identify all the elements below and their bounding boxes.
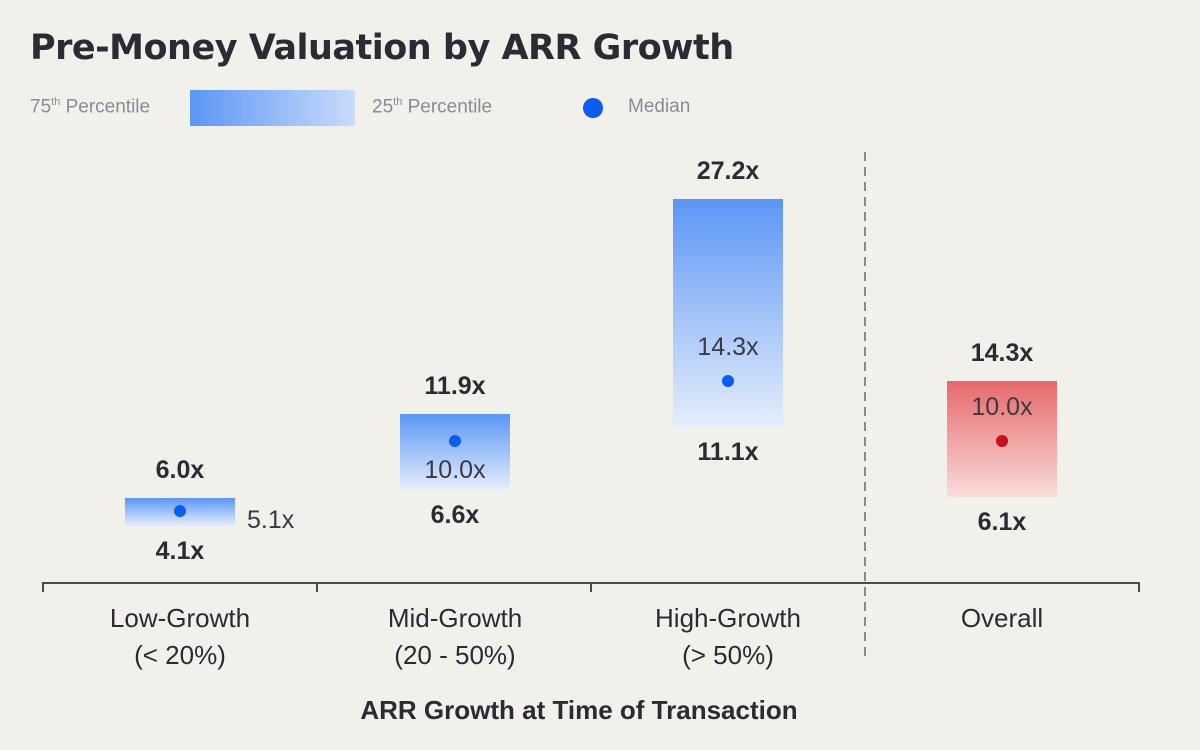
legend-median-dot bbox=[583, 98, 603, 118]
p75-label-2: 27.2x bbox=[697, 157, 760, 185]
p75-label-3: 14.3x bbox=[971, 339, 1034, 367]
category-label-0-0: Low-Growth bbox=[110, 603, 250, 633]
p75-label-0: 6.0x bbox=[156, 456, 205, 484]
legend-median-label: Median bbox=[628, 96, 691, 117]
range-bar-2 bbox=[673, 199, 783, 427]
category-label-0-1: (< 20%) bbox=[134, 640, 226, 670]
range-bar-1 bbox=[400, 414, 510, 490]
median-label-3: 10.0x bbox=[971, 393, 1033, 421]
category-label-3-0: Overall bbox=[961, 603, 1043, 633]
median-dot-1 bbox=[449, 435, 461, 447]
median-label-1: 10.0x bbox=[424, 456, 486, 484]
x-axis-title: ARR Growth at Time of Transaction bbox=[360, 695, 797, 725]
category-label-1-0: Mid-Growth bbox=[388, 603, 522, 633]
median-label-0: 5.1x bbox=[247, 506, 295, 534]
category-label-2-0: High-Growth bbox=[655, 603, 801, 633]
p75-label-1: 11.9x bbox=[424, 372, 485, 400]
p25-label-3: 6.1x bbox=[978, 508, 1027, 536]
median-label-2: 14.3x bbox=[697, 333, 759, 361]
legend-p25-label: 25th Percentile bbox=[372, 96, 493, 118]
category-label-2-1: (> 50%) bbox=[682, 640, 774, 670]
p25-label-0: 4.1x bbox=[156, 537, 205, 565]
chart-title: Pre-Money Valuation by ARR Growth bbox=[30, 28, 734, 68]
median-dot-3 bbox=[996, 435, 1008, 447]
legend-gradient-swatch bbox=[190, 90, 355, 126]
p25-label-1: 6.6x bbox=[431, 501, 480, 529]
legend-p75-label: 75th Percentile bbox=[30, 96, 151, 118]
median-dot-2 bbox=[722, 375, 734, 387]
p25-label-2: 11.1x bbox=[697, 438, 758, 466]
median-dot-0 bbox=[174, 505, 186, 517]
category-label-1-1: (20 - 50%) bbox=[394, 640, 515, 670]
